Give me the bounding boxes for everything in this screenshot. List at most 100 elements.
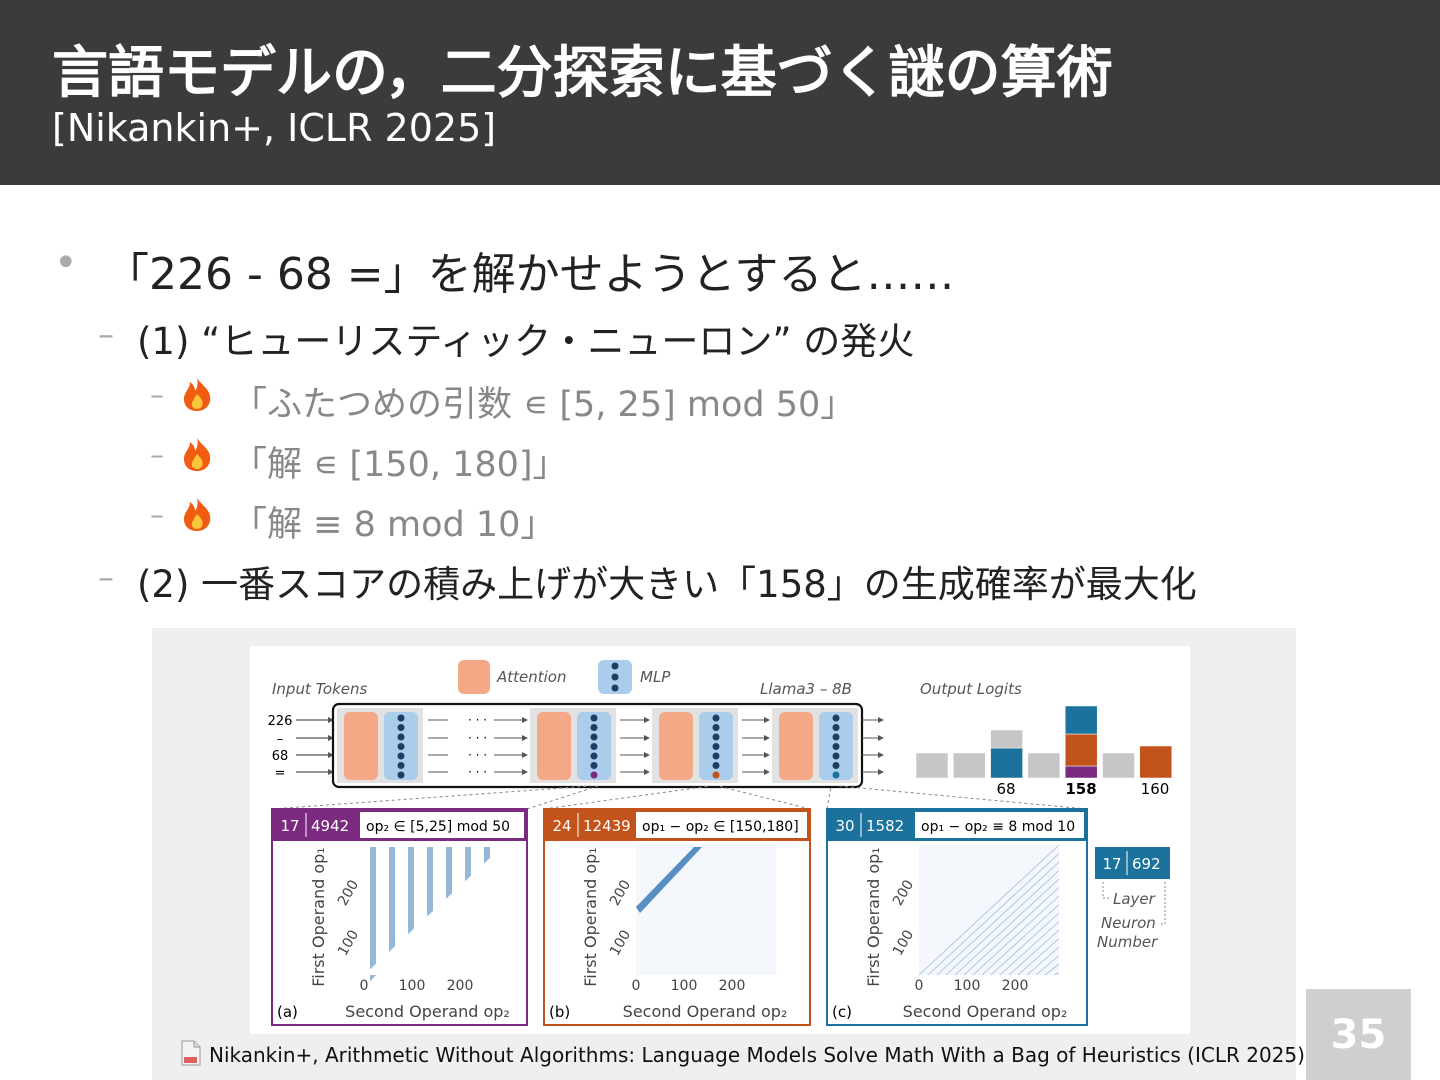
logit-bar — [990, 729, 1023, 749]
token: = — [275, 766, 286, 781]
arrowhead — [644, 752, 650, 758]
zoom-line — [543, 785, 711, 810]
model-box — [331, 702, 864, 789]
bullet-text: 「226 - 68 =」を解かせようとすると…… — [105, 249, 955, 300]
arrowhead — [522, 735, 528, 741]
neuron-number: 12439 — [583, 817, 631, 835]
formula-box — [636, 812, 807, 838]
key-label: Neuron — [1101, 914, 1156, 932]
heatmap-line — [1053, 972, 1060, 976]
arrowhead — [328, 717, 334, 723]
formula-box — [360, 812, 524, 838]
x-tick-label: 0 — [632, 978, 641, 994]
panel-tag: (c) — [832, 1003, 852, 1021]
attention-block — [659, 712, 693, 780]
x-tick-label: 0 — [915, 978, 924, 994]
output-token: 160 — [1141, 780, 1170, 798]
token: – — [277, 732, 284, 747]
x-tick-label: 0 — [360, 978, 369, 994]
logit-bar — [1102, 752, 1135, 779]
output-token: 68 — [996, 780, 1015, 798]
heatmap-stripe — [389, 847, 395, 964]
dash: – — [150, 498, 164, 531]
heatmap-line — [945, 870, 1060, 976]
heatmap-bg — [636, 845, 776, 975]
heatmap-line — [918, 844, 1060, 976]
heatmap-stripe — [408, 847, 414, 947]
heatmap-line — [1017, 938, 1060, 976]
x-tick-label: 200 — [447, 978, 474, 994]
key-label: Number — [1097, 933, 1158, 951]
logit-bar — [1064, 765, 1098, 779]
key-neuron: 692 — [1132, 855, 1161, 873]
bullet-text: 「解 ≡ 8 mod 10」 — [232, 505, 556, 545]
ellipsis: · · · — [468, 765, 487, 779]
panel-tag: (b) — [549, 1003, 570, 1021]
formula: op₁ − op₂ ≡ 8 mod 10 — [921, 819, 1075, 835]
ellipsis: · · · — [468, 713, 487, 727]
key-bracket — [1102, 882, 1166, 925]
neuron-dot — [832, 752, 840, 760]
formula-box — [915, 812, 1084, 838]
heatmap-line — [1044, 963, 1060, 976]
logit-bar — [1027, 752, 1061, 779]
heatmap-stripe — [370, 847, 376, 982]
page-number: 35 — [1306, 989, 1411, 1080]
arrowhead — [522, 769, 528, 775]
neuron-dot — [590, 771, 598, 779]
bullet-text: (2) 一番スコアの積み上げが大きい「158」の生成確率が最大化 — [137, 563, 1197, 606]
neuron-dot — [590, 724, 598, 731]
citation: Nikankin+, Arithmetic Without Algorithms… — [209, 1043, 1305, 1067]
token: 68 — [272, 749, 289, 764]
header: 言語モデルの，二分探索に基づく謎の算術 [Nikankin+, ICLR 202… — [0, 0, 1440, 185]
arrowhead — [878, 769, 884, 775]
x-tick-label: 200 — [719, 978, 746, 994]
x-tick-label: 100 — [671, 978, 698, 994]
attention-block — [779, 712, 813, 780]
arrowhead — [328, 735, 334, 741]
neuron-dot — [712, 752, 720, 760]
key-layer: 17 — [1102, 855, 1121, 873]
formula: op₂ ∈ [5,25] mod 50 — [366, 819, 510, 835]
logit-bar — [1064, 733, 1098, 767]
neuron-number: 1582 — [866, 817, 904, 835]
neuron-dot — [397, 762, 405, 769]
y-axis-label: First Operand op₁ — [864, 847, 883, 986]
arrowhead — [644, 735, 650, 741]
heatmap-line — [963, 887, 1060, 976]
logit-bar — [1064, 705, 1098, 735]
heatmap-line — [1008, 929, 1060, 976]
neuron-dot — [832, 743, 840, 750]
neuron-dot — [397, 714, 405, 722]
x-tick-label: 100 — [954, 978, 981, 994]
arrowhead — [878, 752, 884, 758]
output-token: 158 — [1065, 780, 1096, 798]
heatmap-line — [927, 853, 1060, 976]
legend-label: MLP — [640, 668, 671, 686]
attention-block — [344, 712, 378, 780]
key-label: Layer — [1113, 890, 1156, 908]
neuron-dot — [397, 743, 405, 750]
neuron-dot — [712, 733, 720, 741]
zoom-line — [271, 785, 591, 810]
arrowhead — [644, 717, 650, 723]
output-label: Output Logits — [920, 680, 1022, 698]
neuron-dot — [590, 762, 598, 769]
neuron-dot — [832, 714, 840, 722]
x-tick-label: 100 — [399, 978, 426, 994]
neuron-dot — [590, 714, 598, 722]
fire-icon — [184, 498, 211, 531]
bullet: • — [54, 240, 78, 286]
neuron-dot — [832, 724, 840, 731]
neuron-dot — [712, 743, 720, 750]
heatmap — [364, 845, 504, 982]
neuron-number: 4942 — [311, 817, 349, 835]
arrowhead — [328, 752, 334, 758]
x-tick-label: 200 — [1002, 978, 1029, 994]
neuron-dot — [712, 762, 720, 769]
bullet-text: 「解 ∊ [150, 180]」 — [232, 445, 568, 485]
neuron-dot — [397, 771, 405, 779]
attention-block — [537, 712, 571, 780]
model-label: Llama3 – 8B — [760, 680, 852, 698]
arrowhead — [764, 717, 770, 723]
